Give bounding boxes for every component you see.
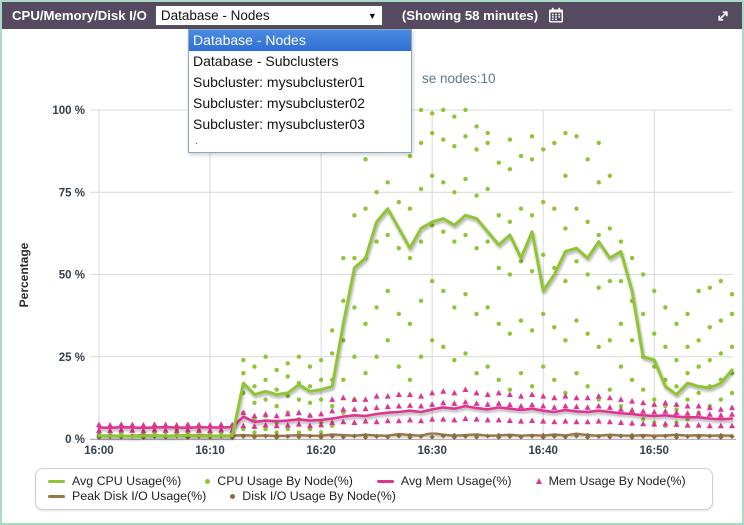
legend-line-marker [376, 479, 394, 483]
legend-item[interactable]: Avg Mem Usage(%) [376, 474, 512, 488]
dropdown-option-2[interactable]: Subcluster: mysubcluster01 [193, 74, 365, 90]
legend-row-0: Avg CPU Usage(%) CPU Usage By Node(%) Avg … [48, 474, 702, 488]
y-tick-label: 100 % [52, 105, 85, 117]
legend-row-1: Peak Disk I/O Usage(%) Disk I/O Usage By … [48, 489, 702, 503]
dropdown-option-0[interactable]: Database - Nodes [189, 30, 411, 51]
y-tick-label: 75 % [59, 187, 85, 199]
widget-title: CPU/Memory/Disk I/O [12, 8, 147, 23]
y-tick-label: 0 % [65, 434, 85, 446]
scope-dropdown-panel: Database - Nodes Database - Subclusters Su… [188, 29, 412, 153]
legend-item[interactable]: Peak Disk I/O Usage(%) [48, 489, 206, 503]
legend-item[interactable]: Avg CPU Usage(%) [48, 474, 181, 488]
legend-item[interactable]: Mem Usage By Node(%) [535, 474, 686, 488]
y-tick-label: 50 % [59, 270, 85, 282]
calendar-icon[interactable] [548, 7, 564, 24]
x-tick-label: 16:30 [417, 445, 446, 457]
x-tick-label: 16:50 [640, 445, 669, 457]
legend-label: Avg Mem Usage(%) [400, 474, 512, 488]
x-tick-label: 16:40 [528, 445, 557, 457]
dropdown-option-1[interactable]: Database - Subclusters [193, 53, 339, 69]
chart-legend: Avg CPU Usage(%) CPU Usage By Node(%) Avg … [35, 468, 713, 510]
legend-item[interactable]: Disk I/O Usage By Node(%) [230, 489, 396, 503]
dropdown-option-4[interactable]: Subcluster: mysubcluster03 [193, 116, 365, 132]
series-cpu-by-node [96, 107, 735, 439]
legend-dot-marker [230, 493, 236, 499]
y-axis-title: Percentage [17, 242, 31, 307]
showing-minutes-label: (Showing 58 minutes) [401, 8, 539, 23]
series-avg-cpu-line [97, 207, 734, 438]
series-mem-by-node [96, 386, 735, 434]
widget-header: CPU/Memory/Disk I/O Database - Nodes ▼ (… [2, 2, 742, 29]
expand-icon[interactable] [716, 9, 730, 23]
x-tick-label: 16:10 [195, 445, 224, 457]
x-tick-label: 16:20 [306, 445, 335, 457]
scope-select[interactable]: Database - Nodes ▼ [154, 5, 383, 26]
legend-label: Mem Usage By Node(%) [548, 474, 686, 488]
legend-dot-marker [205, 478, 211, 484]
legend-label: Avg CPU Usage(%) [72, 474, 182, 488]
database-nodes-count-partial: se nodes:10 [422, 71, 496, 86]
legend-line-marker [48, 479, 65, 483]
dropdown-option-5[interactable]: . [195, 136, 198, 147]
series-avg-mem-line [97, 404, 734, 430]
legend-line-marker [48, 494, 65, 498]
legend-triangle-marker [535, 478, 542, 484]
legend-label: CPU Usage By Node(%) [217, 474, 353, 488]
x-tick-label: 16:00 [84, 445, 113, 457]
y-tick-label: 25 % [59, 352, 85, 364]
legend-item[interactable]: CPU Usage By Node(%) [205, 474, 353, 488]
dropdown-option-3[interactable]: Subcluster: mysubcluster02 [193, 95, 365, 111]
chevron-down-icon: ▼ [367, 10, 377, 21]
gridlines [90, 109, 733, 440]
axis-labels: 0 % 25 % 50 % 75 % 100 % 16:00 16:10 16:20 16:30… [52, 105, 669, 457]
legend-label: Disk I/O Usage By Node(%) [242, 489, 396, 503]
scope-select-value: Database - Nodes [160, 8, 270, 23]
legend-label: Peak Disk I/O Usage(%) [72, 489, 207, 503]
